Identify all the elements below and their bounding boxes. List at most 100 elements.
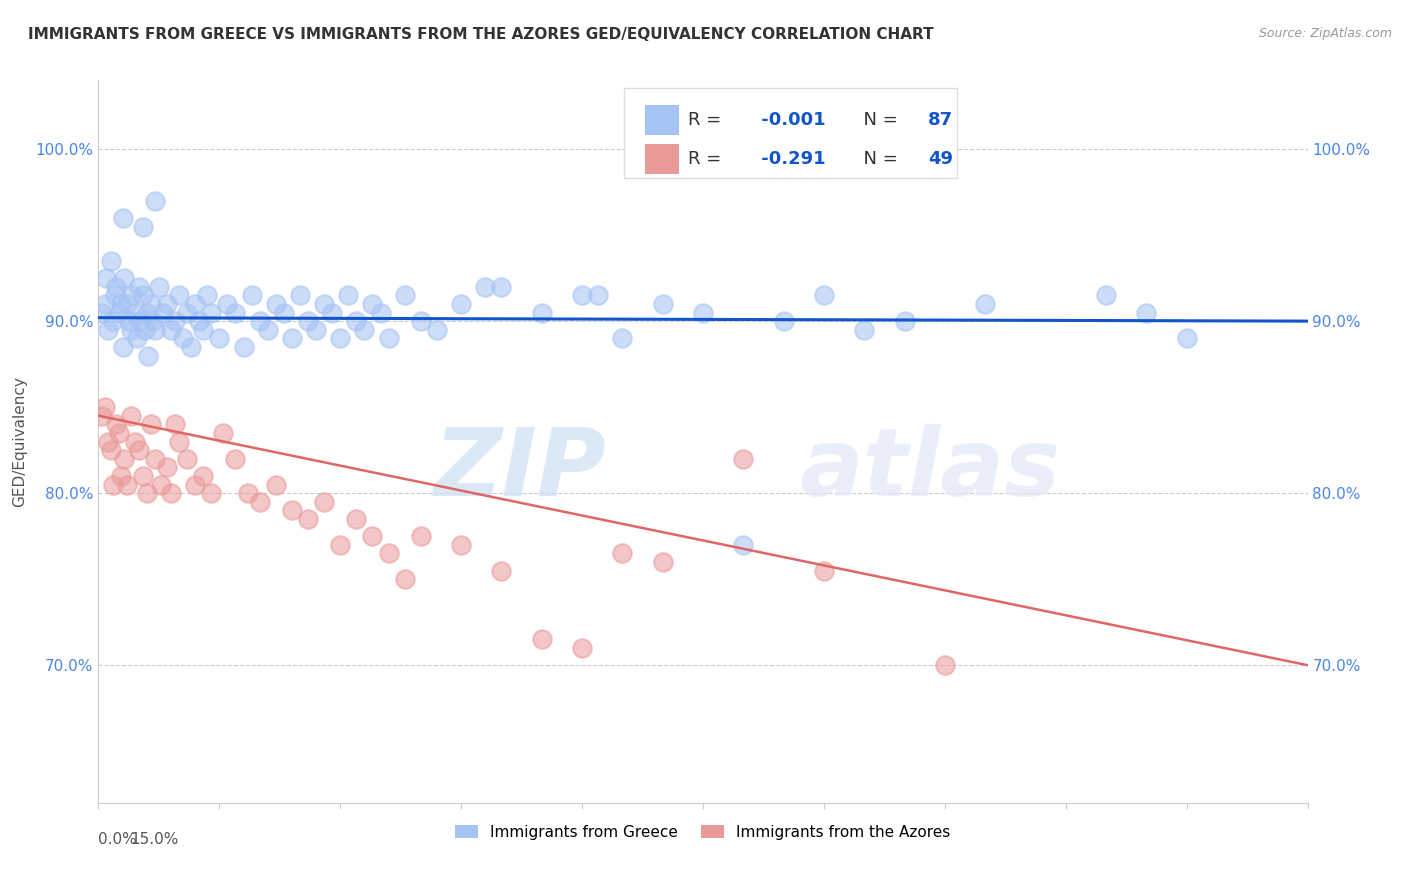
Point bbox=[224, 305, 246, 319]
Point bbox=[100, 253, 122, 268]
Point bbox=[361, 297, 384, 311]
Point bbox=[127, 331, 149, 345]
Point bbox=[314, 494, 336, 508]
Point bbox=[184, 477, 207, 491]
Point bbox=[264, 477, 287, 491]
Point bbox=[893, 314, 915, 328]
Point bbox=[120, 323, 142, 337]
Point bbox=[409, 314, 432, 328]
Point bbox=[813, 564, 835, 578]
Point bbox=[224, 451, 246, 466]
Point bbox=[148, 279, 170, 293]
Point bbox=[120, 409, 142, 423]
Point bbox=[612, 331, 634, 345]
Point bbox=[394, 288, 416, 302]
Point bbox=[172, 331, 194, 345]
Text: N =: N = bbox=[852, 150, 903, 169]
Point bbox=[281, 503, 304, 517]
Point bbox=[115, 297, 138, 311]
Point bbox=[100, 443, 122, 458]
Text: 87: 87 bbox=[928, 112, 953, 129]
Point bbox=[305, 323, 328, 337]
Point bbox=[163, 417, 186, 432]
Text: 49: 49 bbox=[928, 150, 953, 169]
Point bbox=[160, 323, 183, 337]
Point bbox=[139, 297, 162, 311]
Point bbox=[139, 417, 162, 432]
Point bbox=[135, 305, 157, 319]
Point bbox=[344, 314, 367, 328]
Point bbox=[281, 331, 304, 345]
Point bbox=[450, 297, 472, 311]
Point bbox=[273, 305, 295, 319]
Point bbox=[134, 323, 156, 337]
Point bbox=[111, 211, 134, 225]
Point bbox=[974, 297, 997, 311]
Point bbox=[474, 279, 496, 293]
Point bbox=[101, 314, 124, 328]
Point bbox=[111, 340, 134, 354]
Text: N =: N = bbox=[852, 112, 903, 129]
Point bbox=[132, 469, 155, 483]
Point bbox=[212, 425, 235, 440]
Point bbox=[97, 434, 120, 449]
Point bbox=[101, 477, 124, 491]
Text: 15.0%: 15.0% bbox=[131, 831, 179, 847]
Point bbox=[152, 305, 174, 319]
Point bbox=[110, 297, 132, 311]
Y-axis label: GED/Equivalency: GED/Equivalency bbox=[13, 376, 27, 507]
Point bbox=[264, 297, 287, 311]
Point bbox=[94, 297, 117, 311]
Point bbox=[156, 460, 179, 475]
Bar bbox=[645, 105, 679, 136]
Point bbox=[163, 314, 186, 328]
Point bbox=[361, 529, 384, 543]
Point bbox=[571, 288, 593, 302]
Point bbox=[297, 314, 319, 328]
Text: -0.291: -0.291 bbox=[755, 150, 825, 169]
Point bbox=[135, 486, 157, 500]
Point bbox=[344, 512, 367, 526]
Point bbox=[115, 477, 138, 491]
Point bbox=[571, 640, 593, 655]
Point bbox=[184, 297, 207, 311]
Point bbox=[329, 331, 352, 345]
Point bbox=[450, 538, 472, 552]
Point bbox=[612, 546, 634, 560]
Point bbox=[249, 494, 271, 508]
Point bbox=[105, 417, 128, 432]
Point bbox=[107, 305, 129, 319]
Point bbox=[128, 279, 150, 293]
Point bbox=[813, 288, 835, 302]
Point bbox=[314, 297, 336, 311]
Point bbox=[377, 331, 399, 345]
Point bbox=[188, 314, 211, 328]
Point bbox=[772, 314, 794, 328]
Bar bbox=[645, 145, 679, 175]
Point bbox=[249, 314, 271, 328]
Point bbox=[200, 305, 222, 319]
FancyBboxPatch shape bbox=[624, 87, 957, 178]
Text: R =: R = bbox=[689, 112, 727, 129]
Point bbox=[394, 572, 416, 586]
Point bbox=[107, 425, 129, 440]
Point bbox=[96, 271, 118, 285]
Point bbox=[132, 288, 155, 302]
Point bbox=[491, 564, 513, 578]
Point bbox=[329, 538, 352, 552]
Point bbox=[138, 349, 160, 363]
Point bbox=[426, 323, 449, 337]
Point bbox=[377, 546, 399, 560]
Legend: Immigrants from Greece, Immigrants from the Azores: Immigrants from Greece, Immigrants from … bbox=[450, 819, 956, 846]
Point bbox=[491, 279, 513, 293]
Point bbox=[112, 451, 135, 466]
Point bbox=[337, 288, 360, 302]
Point bbox=[288, 288, 311, 302]
Point bbox=[232, 340, 254, 354]
Point bbox=[124, 434, 146, 449]
Point bbox=[200, 486, 222, 500]
Point bbox=[121, 288, 143, 302]
Point bbox=[180, 340, 202, 354]
Point bbox=[1175, 331, 1198, 345]
Point bbox=[143, 451, 166, 466]
